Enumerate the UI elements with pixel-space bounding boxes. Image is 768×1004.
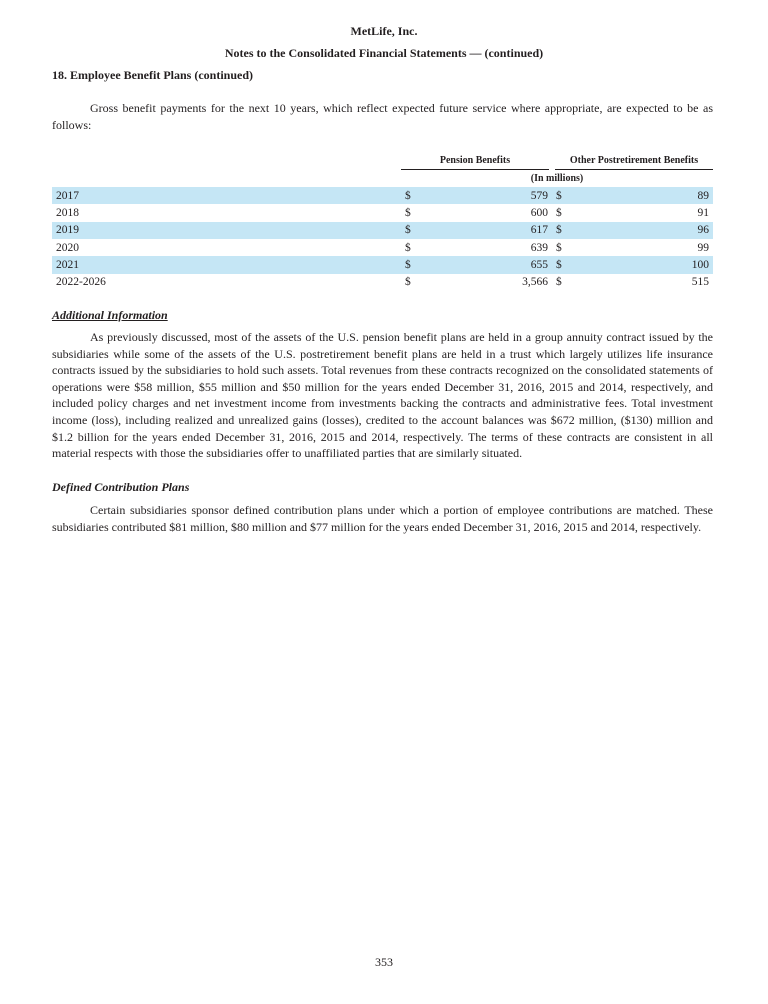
table-row: 2022-2026 $ 3,566 $ 515 [52,274,713,291]
year-cell: 2020 [56,241,79,254]
currency-cell: $ [401,187,421,205]
other-value: 89 [572,187,713,205]
pension-value: 579 [421,187,552,205]
additional-info-title: Additional Information [52,308,168,322]
other-value: 100 [572,256,713,274]
defined-contribution-text: Certain subsidiaries sponsor defined con… [52,503,713,534]
year-cell: 2019 [52,221,401,239]
intro-paragraph: Gross benefit payments for the next 10 y… [52,100,713,133]
year-cell: 2017 [52,187,401,205]
currency-cell: $ [405,241,411,254]
company-name: MetLife, Inc. [350,24,418,38]
unit-label: (In millions) [530,172,584,184]
col-header-pension: Pension Benefits [401,152,552,170]
additional-info-text: As previously discussed, most of the ass… [52,330,713,461]
currency-cell: $ [552,187,572,205]
currency-cell: $ [405,207,411,220]
currency-cell: $ [556,207,562,220]
benefit-payments-table: Pension Benefits Other Postretirement Be… [52,152,713,291]
pension-value: 3,566 [522,276,548,289]
pension-value: 639 [530,241,548,254]
currency-cell: $ [405,276,411,289]
currency-cell: $ [401,256,421,274]
page-subtitle: Notes to the Consolidated Financial Stat… [224,46,544,60]
other-value: 99 [697,241,710,254]
currency-cell: $ [556,276,562,289]
page-number: 353 [375,955,393,969]
defined-contribution-title: Defined Contribution Plans [52,480,190,494]
col-header-other: Other Postretirement Benefits [549,152,713,170]
year-cell: 2021 [52,256,401,274]
defined-contribution-heading: Defined Contribution Plans [52,479,713,496]
currency-cell: $ [552,256,572,274]
table-row: 2017 $ 579 $ 89 [52,187,713,205]
additional-info-paragraph: As previously discussed, most of the ass… [52,329,713,462]
year-cell: 2018 [56,207,79,220]
defined-contribution-paragraph: Certain subsidiaries sponsor defined con… [52,502,713,535]
other-value: 91 [697,207,710,220]
additional-info-heading: Additional Information [52,307,713,324]
table-row: 2018 $ 600 $ 91 [52,204,713,221]
table-row: 2021 $ 655 $ 100 [52,256,713,274]
other-value: 96 [572,221,713,239]
pension-value: 600 [530,207,548,220]
pension-value: 655 [421,256,552,274]
currency-cell: $ [552,221,572,239]
table-row: 2019 $ 617 $ 96 [52,221,713,239]
intro-text: Gross benefit payments for the next 10 y… [52,101,713,132]
other-value: 515 [691,276,709,289]
currency-cell: $ [401,221,421,239]
currency-cell: $ [556,241,562,254]
year-cell: 2022-2026 [56,276,106,289]
section-title: 18. Employee Benefit Plans (continued) [52,68,253,82]
table-row: 2020 $ 639 $ 99 [52,239,713,256]
pension-value: 617 [421,221,552,239]
